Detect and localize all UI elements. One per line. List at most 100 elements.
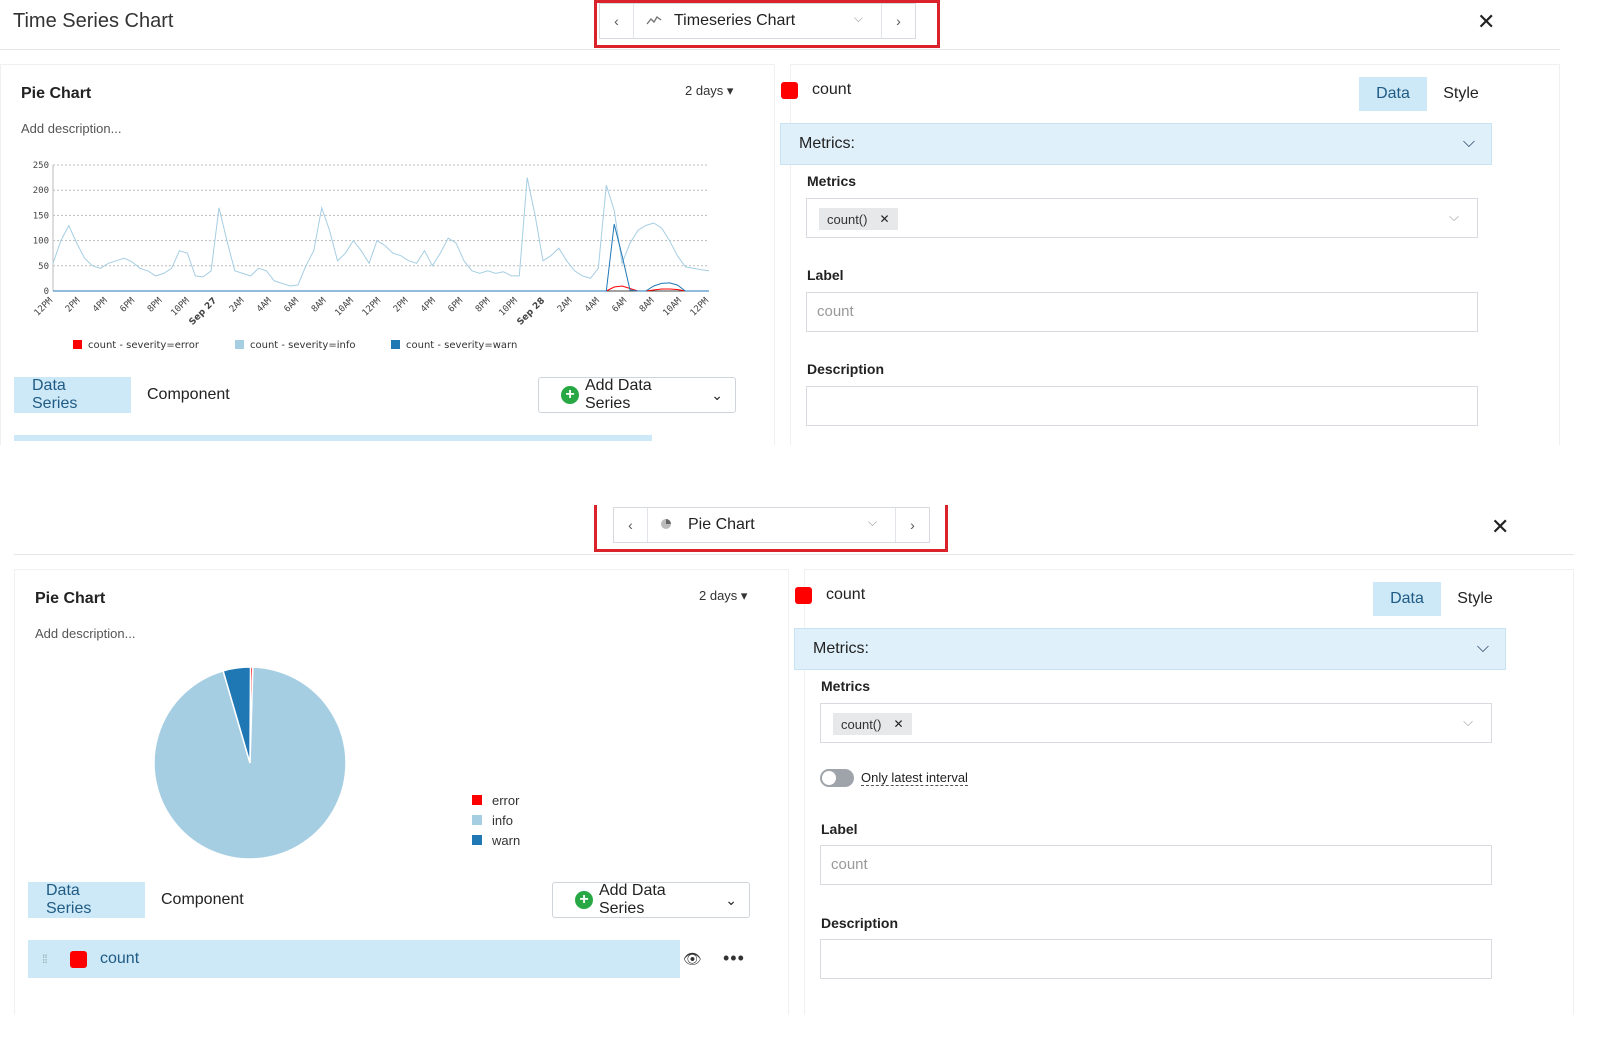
series-line-info [52, 177, 710, 287]
pie-chart-icon [660, 518, 680, 533]
description-input[interactable] [820, 939, 1492, 979]
tab-component[interactable]: Component [161, 891, 244, 908]
time-range-dropdown[interactable]: 2 days ▾ [685, 83, 734, 98]
chevron-down-icon: ⌄ [725, 891, 737, 908]
chart-type-selector[interactable]: ‹ Pie Chart ⌵ › [613, 507, 930, 543]
tab-data-series[interactable]: Data Series [28, 882, 145, 918]
eye-icon[interactable]: 👁 [683, 951, 703, 968]
remove-chip-icon[interactable]: ✕ [879, 212, 890, 226]
legend-item[interactable]: count - severity=warn [391, 340, 517, 351]
series-row[interactable]: ⁞⁞ count [28, 940, 680, 978]
description-field-label: Description [807, 361, 885, 377]
add-data-series-label: Add Data Series [598, 882, 666, 917]
series-row-partial [14, 435, 652, 441]
x-tick-label: 2AM [228, 296, 247, 315]
chart-type-label: Pie Chart [688, 516, 755, 533]
tab-style[interactable]: Style [1443, 85, 1479, 102]
chart-type-dropdown[interactable]: Timeseries Chart ⌵ [634, 4, 881, 38]
x-tick-label: 2PM [392, 296, 411, 315]
series-settings-panel: count Data Style Metrics: ⌵ Metrics coun… [794, 569, 1574, 1015]
legend-label: error [492, 792, 520, 808]
card-description[interactable]: Add description... [35, 626, 136, 641]
legend-label: info [492, 812, 513, 828]
tab-data[interactable]: Data [1373, 582, 1441, 616]
legend-item[interactable]: count - severity=info [235, 340, 355, 351]
tab-data[interactable]: Data [1359, 77, 1427, 111]
label-input[interactable]: count [820, 845, 1492, 885]
legend-swatch [472, 835, 482, 845]
preview-tabs: Data Series Component [28, 882, 788, 922]
label-field-label: Label [821, 821, 858, 837]
series-color-swatch[interactable] [70, 950, 87, 968]
series-color-swatch[interactable] [781, 81, 798, 99]
remove-chip-icon[interactable]: ✕ [893, 717, 904, 731]
drag-handle-icon[interactable]: ⁞⁞ [42, 952, 48, 966]
add-data-series-button[interactable]: + Add Data Series ⌄ [538, 377, 736, 413]
x-tick-label: 4PM [419, 296, 438, 315]
description-input[interactable] [806, 386, 1478, 426]
pie-editor: ✕ ‹ Pie Chart ⌵ › Pie Chart Add descript… [14, 505, 1574, 1015]
series-name-label: count [826, 586, 866, 603]
metrics-select[interactable]: count() ✕ ⌵ [820, 703, 1492, 743]
x-tick-label: 6PM [447, 296, 466, 315]
label-input[interactable]: count [806, 292, 1478, 332]
add-data-series-label: Add Data Series [584, 377, 652, 412]
legend-label: count - severity=error [88, 340, 200, 351]
x-tick-label: 8AM [310, 296, 329, 315]
series-color-swatch[interactable] [795, 586, 812, 604]
series-name: count [795, 586, 865, 604]
chevron-down-icon: ⌵ [1449, 209, 1459, 224]
card-title: Pie Chart [21, 85, 92, 102]
legend-label: warn [492, 832, 521, 848]
x-tick-label: 4PM [91, 296, 110, 315]
x-tick-label: Sep 28 [516, 296, 548, 328]
label-placeholder: count [817, 303, 854, 320]
time-range-dropdown[interactable]: 2 days ▾ [699, 588, 748, 603]
legend-label: count - severity=warn [406, 340, 517, 351]
metrics-header-label: Metrics: [813, 640, 869, 657]
x-tick-label: 2AM [556, 296, 575, 315]
legend-item[interactable]: count - severity=error [73, 340, 200, 351]
chart-type-selector[interactable]: ‹ Timeseries Chart ⌵ › [599, 3, 916, 39]
chevron-down-icon: ⌵ [1476, 639, 1489, 656]
x-tick-label: 10PM [497, 296, 520, 319]
chevron-right-icon: › [910, 517, 915, 533]
card-title: Pie Chart [35, 590, 106, 607]
chart-type-dropdown[interactable]: Pie Chart ⌵ [648, 508, 895, 542]
prev-chart-button[interactable]: ‹ [600, 4, 634, 38]
legend-swatch [472, 795, 482, 805]
chevron-down-icon: ⌵ [853, 11, 863, 25]
label-placeholder: count [831, 856, 868, 873]
tab-style[interactable]: Style [1457, 590, 1493, 607]
metrics-select[interactable]: count() ✕ ⌵ [806, 198, 1478, 238]
close-icon[interactable]: ✕ [1477, 9, 1496, 34]
x-tick-label: 6AM [611, 296, 630, 315]
x-tick-label: 4AM [255, 296, 274, 315]
legend-swatch [235, 340, 244, 349]
next-chart-button[interactable]: › [895, 508, 929, 542]
close-icon[interactable]: ✕ [1491, 514, 1510, 539]
x-tick-label: Sep 27 [188, 296, 220, 328]
chevron-right-icon: › [896, 13, 901, 29]
x-tick-label: 8PM [146, 296, 165, 315]
pie-slice-warn[interactable] [222, 666, 252, 764]
next-chart-button[interactable]: › [881, 4, 915, 38]
only-latest-interval-label: Only latest interval [861, 770, 968, 786]
metrics-section-header[interactable]: Metrics: ⌵ [794, 628, 1506, 670]
tab-component[interactable]: Component [147, 386, 230, 403]
x-tick-label: 2PM [64, 296, 83, 315]
card-description[interactable]: Add description... [21, 121, 122, 136]
metrics-section-header[interactable]: Metrics: ⌵ [780, 123, 1492, 165]
tab-data-series[interactable]: Data Series [14, 377, 131, 413]
add-data-series-button[interactable]: + Add Data Series ⌄ [552, 882, 750, 918]
description-field-label: Description [821, 915, 899, 931]
more-options-icon[interactable]: ••• [723, 948, 745, 968]
line-chart-icon [646, 14, 666, 29]
prev-chart-button[interactable]: ‹ [614, 508, 648, 542]
only-latest-interval-toggle[interactable] [820, 769, 854, 787]
editor-header: Time Series Chart ✕ [0, 0, 1560, 50]
legend-item-warn: warn [472, 830, 520, 850]
x-tick-label: 6AM [283, 296, 302, 315]
label-field-label: Label [807, 267, 844, 283]
editor-header: ✕ [14, 505, 1574, 555]
